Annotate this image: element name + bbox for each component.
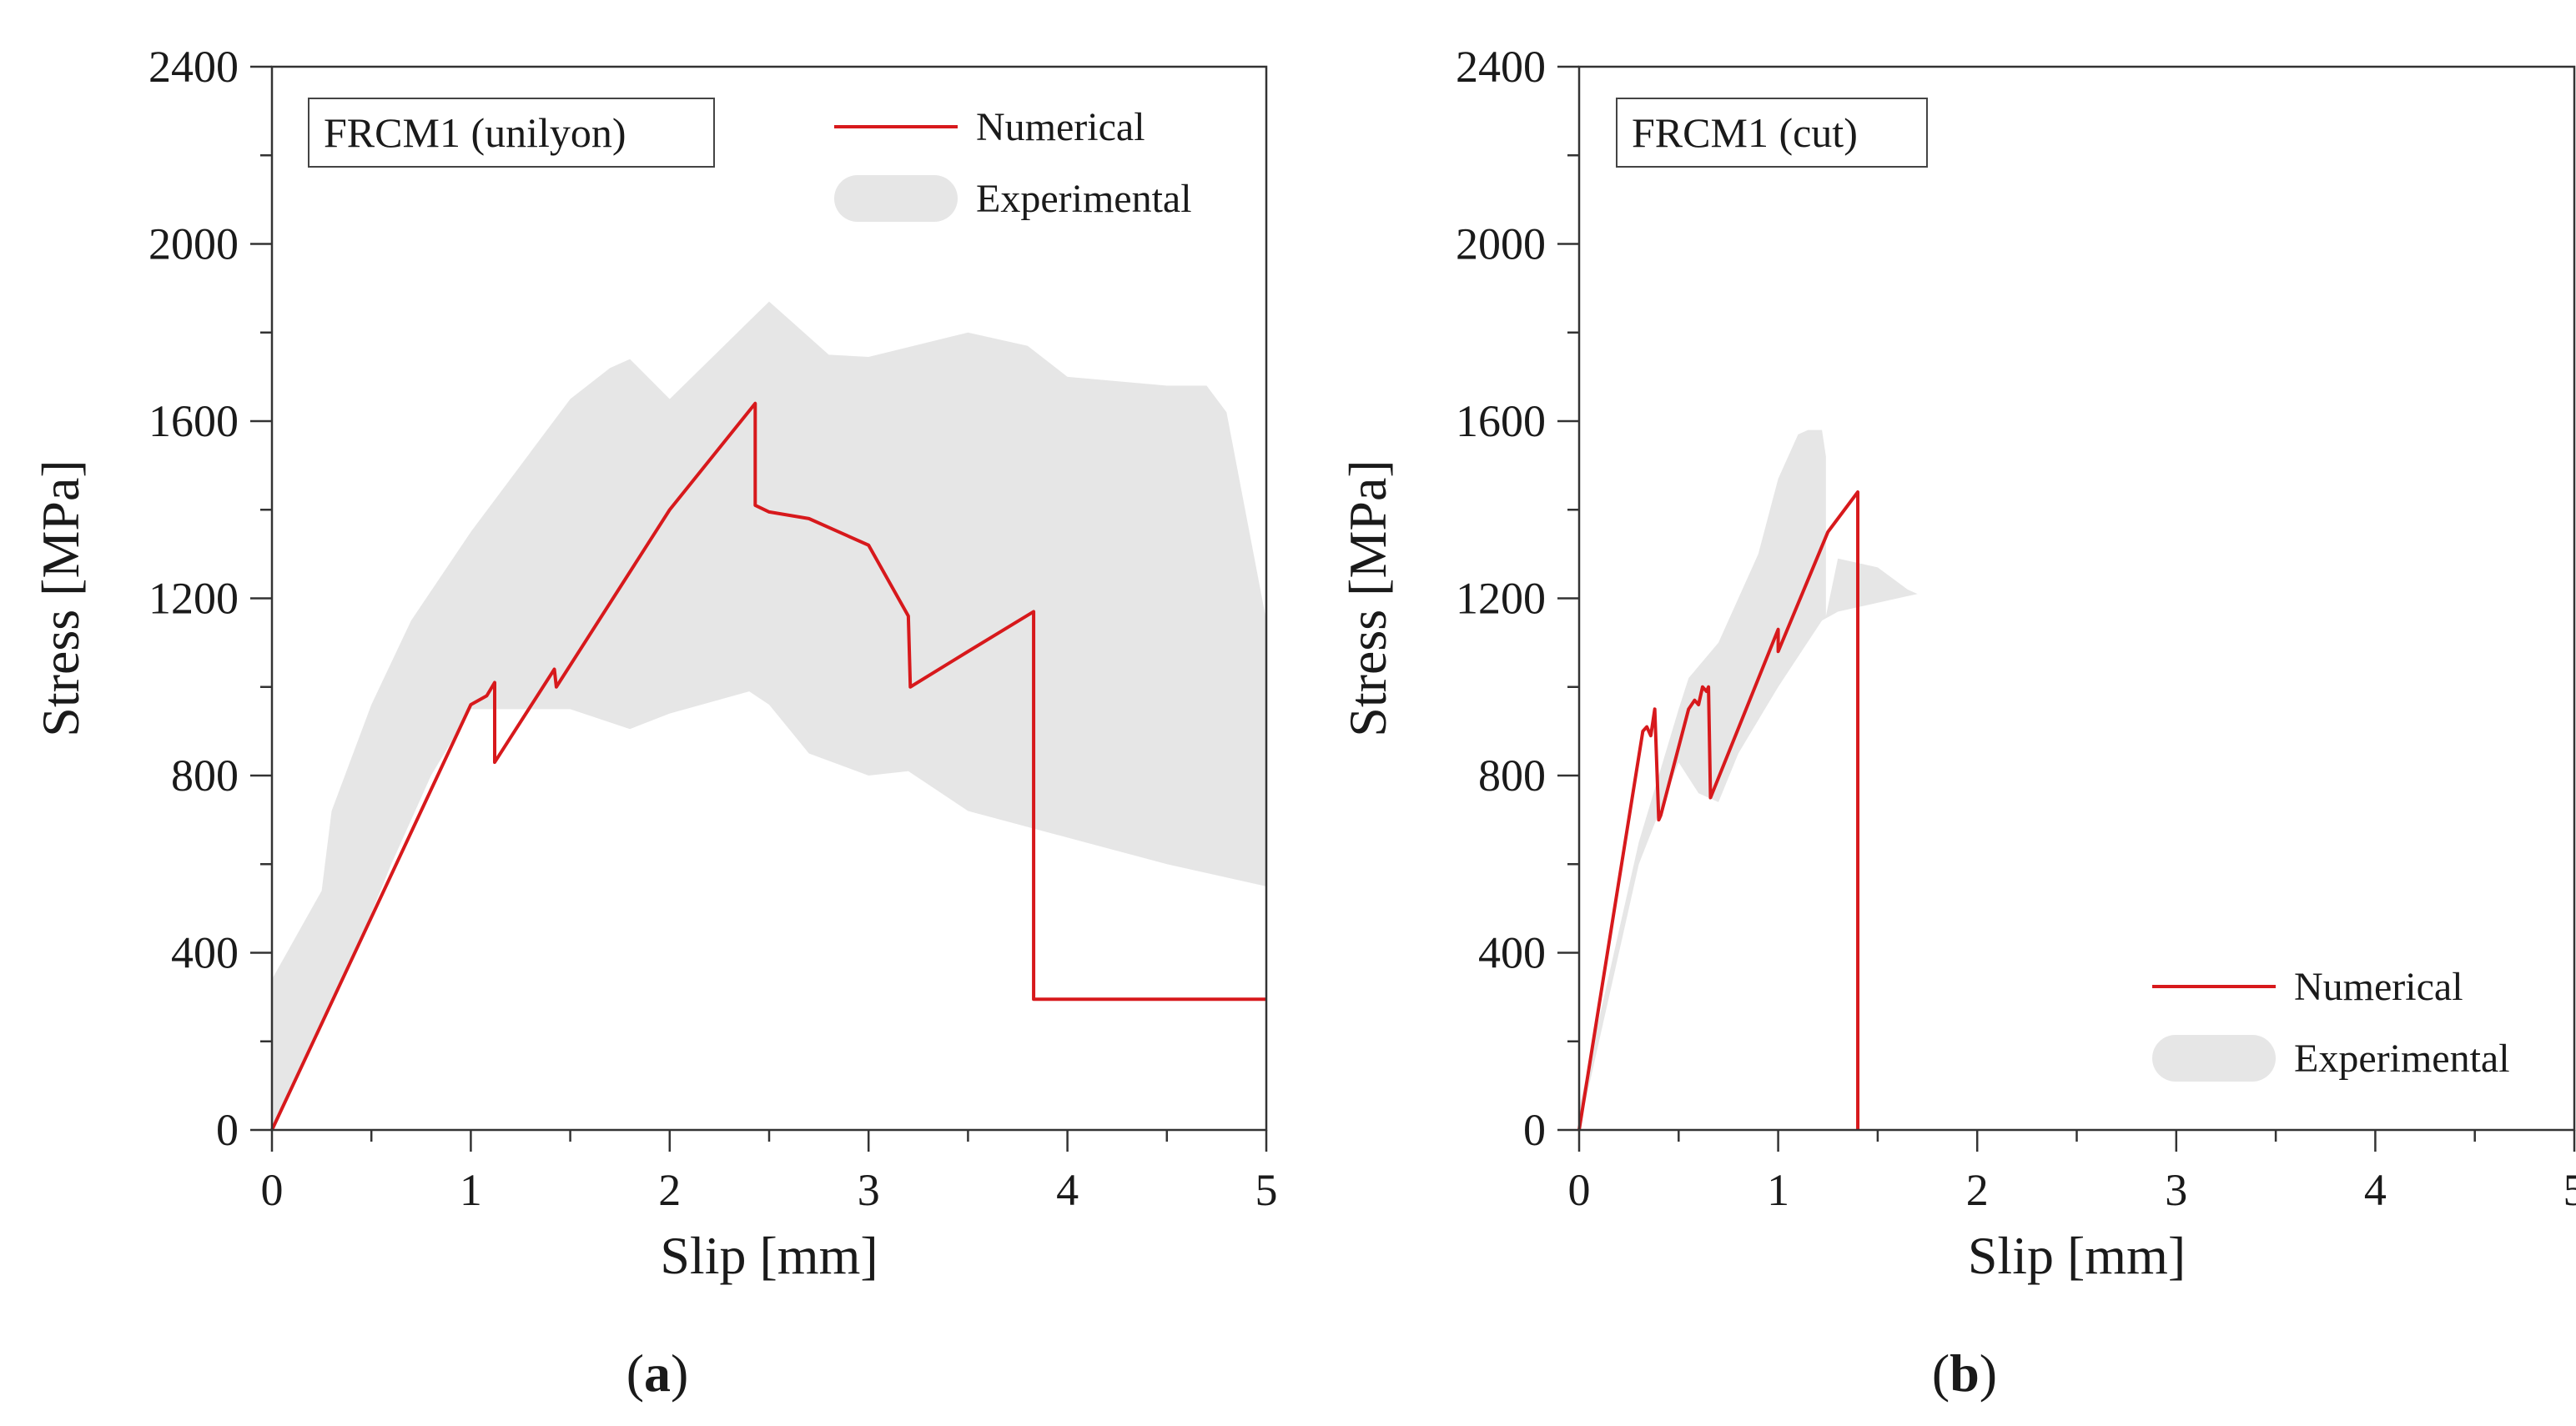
x-axis-label: Slip [mm] — [660, 1226, 878, 1285]
numerical-line — [1577, 490, 1860, 1131]
x-tick-label: 0 — [1568, 1165, 1591, 1215]
y-tick-label: 0 — [1523, 1105, 1546, 1155]
panel-caption-letter: b — [1950, 1343, 1980, 1403]
legend-experimental-swatch — [834, 175, 958, 222]
experimental-band — [1579, 429, 1918, 1130]
x-tick-label: 5 — [2563, 1165, 2576, 1215]
x-axis-label: Slip [mm] — [1968, 1226, 2186, 1285]
y-tick-label: 800 — [1478, 751, 1546, 801]
y-tick-label: 800 — [171, 751, 239, 801]
y-tick-label: 0 — [216, 1105, 239, 1155]
legend: Numerical Experimental — [2152, 965, 2510, 1082]
y-tick-label: 2400 — [148, 42, 239, 92]
annotation-text: FRCM1 (cut) — [1632, 109, 1858, 156]
y-tick-label: 1200 — [148, 574, 239, 624]
x-tick-label: 2 — [658, 1165, 681, 1215]
x-tick-label: 3 — [2165, 1165, 2187, 1215]
x-tick-label: 4 — [2364, 1165, 2387, 1215]
legend-numerical-label: Numerical — [976, 105, 1145, 149]
annotation-box — [1616, 98, 1928, 168]
panel-b: 0 1 2 3 4 5 0 400 800 1200 1600 2000 2400 FRCM1 (cut… — [1338, 42, 2576, 1403]
panel-caption: (b) — [1932, 1343, 1997, 1403]
legend: Numerical Experimental — [834, 105, 1192, 222]
y-tick-label: 1600 — [1456, 396, 1546, 446]
legend-experimental-label: Experimental — [2294, 1037, 2510, 1081]
y-tick-label: 2000 — [148, 219, 239, 269]
legend-experimental-swatch — [2152, 1035, 2276, 1082]
x-tick-label: 0 — [261, 1165, 284, 1215]
annotation-box — [308, 98, 715, 168]
y-tick-label: 400 — [171, 928, 239, 978]
x-tick-label: 3 — [858, 1165, 880, 1215]
panel-a: 0 1 2 3 4 5 0 400 800 1200 1600 2000 2400 FRCM1 (uni… — [31, 42, 1278, 1403]
panel-caption: (a) — [626, 1343, 689, 1403]
x-tick-label: 1 — [1767, 1165, 1789, 1215]
x-tick-label: 2 — [1966, 1165, 1989, 1215]
y-tick-label: 1600 — [148, 396, 239, 446]
y-axis-label: Stress [MPa] — [31, 459, 90, 736]
legend-experimental-label: Experimental — [976, 177, 1192, 221]
y-tick-label: 2400 — [1456, 42, 1546, 92]
panel-caption-letter: a — [644, 1343, 671, 1403]
x-tick-label: 4 — [1056, 1165, 1079, 1215]
x-tick-label: 5 — [1255, 1165, 1278, 1215]
y-tick-label: 1200 — [1456, 574, 1546, 624]
y-tick-label: 2000 — [1456, 219, 1546, 269]
y-tick-label: 400 — [1478, 928, 1546, 978]
experimental-band — [272, 301, 1266, 1130]
legend-numerical-label: Numerical — [2294, 965, 2463, 1009]
numerical-line — [270, 401, 1266, 1131]
x-tick-label: 1 — [460, 1165, 482, 1215]
y-axis-label: Stress [MPa] — [1338, 459, 1397, 736]
annotation-text: FRCM1 (unilyon) — [324, 109, 626, 156]
